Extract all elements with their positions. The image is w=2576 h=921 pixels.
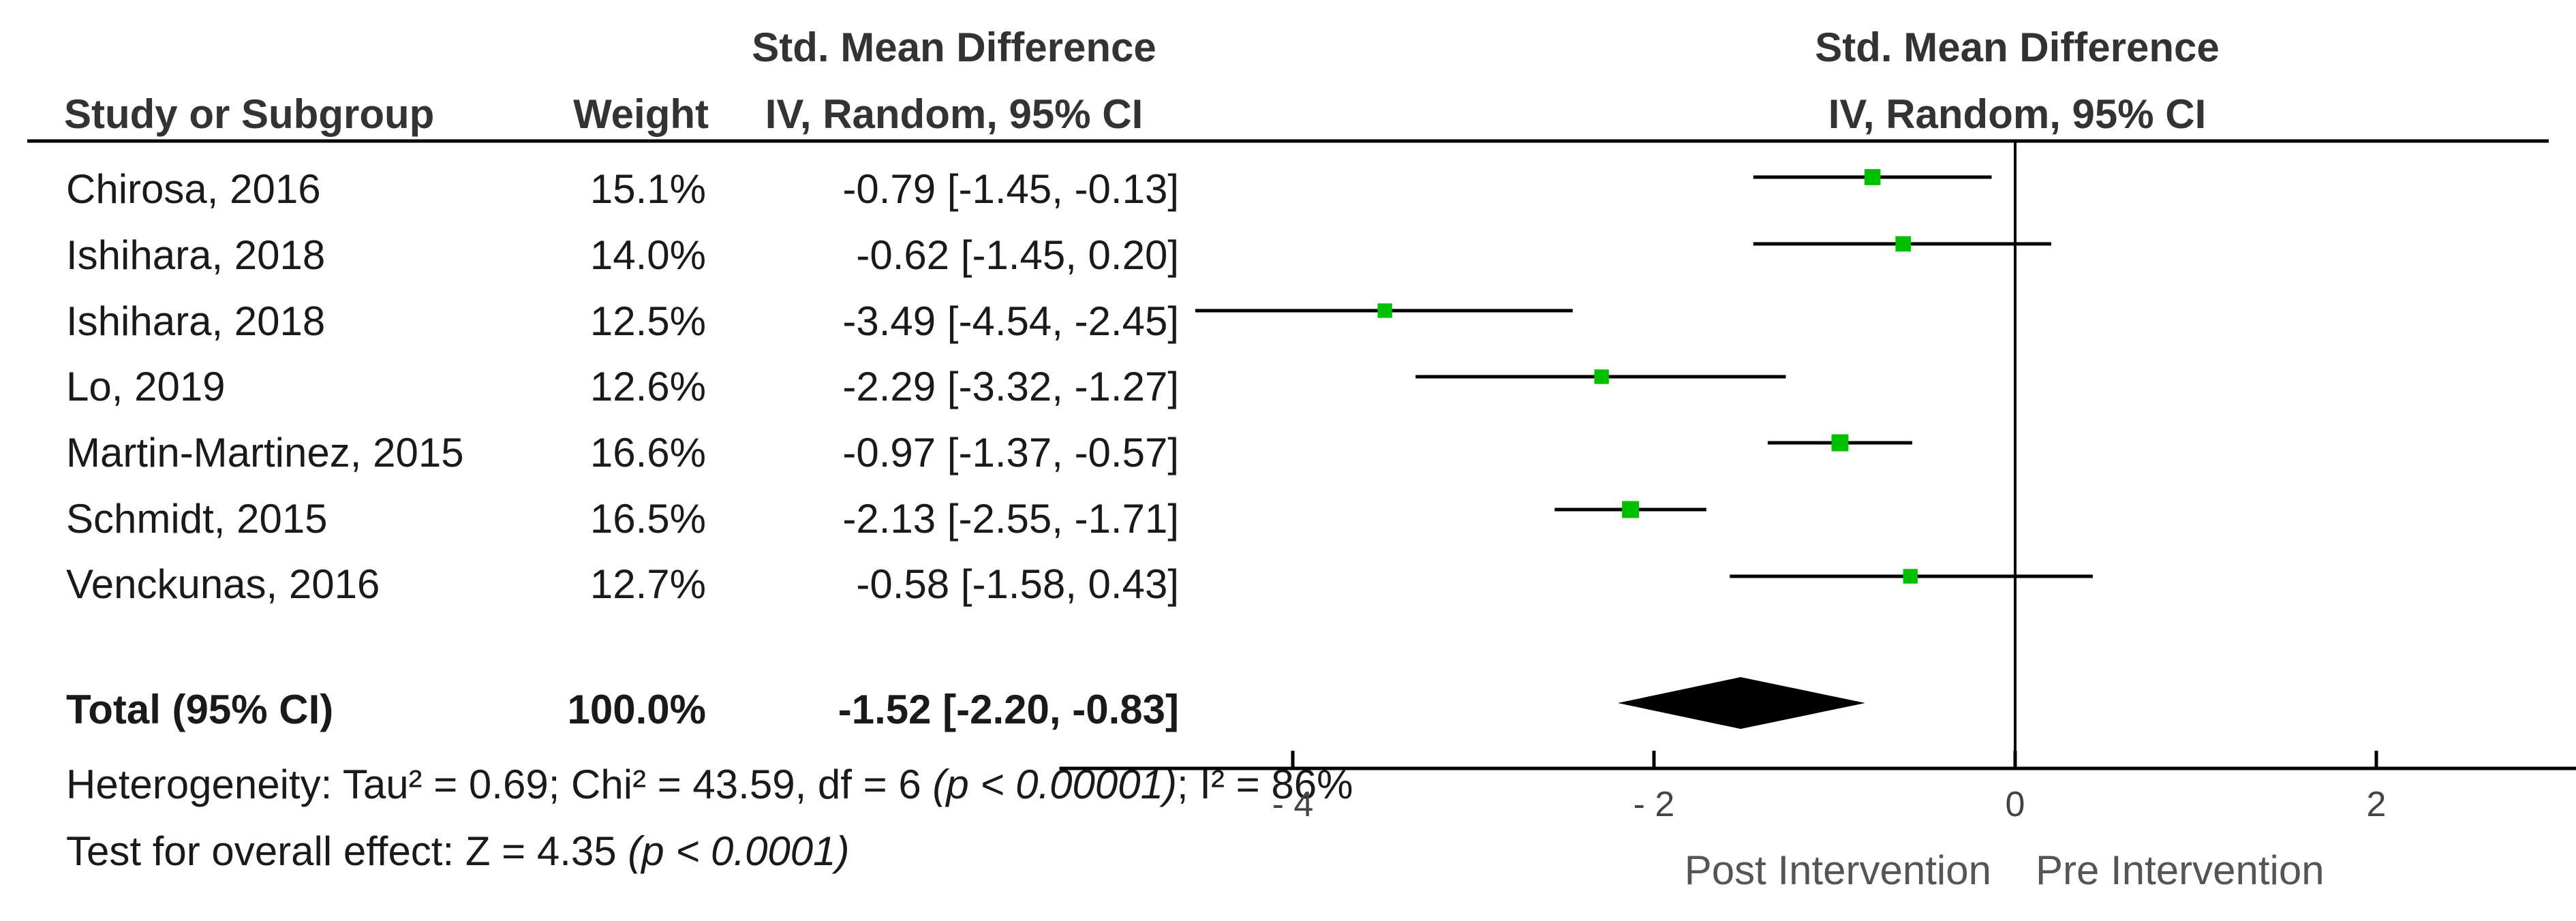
study-ci: -0.79 [-1.45, -0.13] (842, 166, 1179, 212)
study-point-estimate (1864, 169, 1881, 185)
study-ci: -2.13 [-2.55, -1.71] (842, 496, 1179, 542)
study-name: Schmidt, 2015 (66, 496, 328, 542)
overall-effect-text: Test for overall effect: Z = 4.35 (p < 0… (66, 831, 850, 872)
study-weight: 12.6% (589, 364, 706, 409)
weight-column-header: Weight (573, 91, 709, 137)
ci-column-header: IV, Random, 95% CI (765, 91, 1144, 137)
plot-method-header: IV, Random, 95% CI (1828, 91, 2207, 137)
study-name: Venckunas, 2016 (66, 561, 380, 607)
study-name: Ishihara, 2018 (66, 298, 326, 344)
study-ci: -0.62 [-1.45, 0.20] (856, 232, 1179, 278)
overall-effect-p: (p < 0.0001) (628, 828, 850, 874)
study-weight: 16.6% (589, 430, 706, 475)
heterogeneity-text: Heterogeneity: Tau² = 0.69; Chi² = 43.59… (66, 764, 1353, 805)
heterogeneity-prefix: Heterogeneity: Tau² = 0.69; Chi² = 43.59… (66, 762, 933, 807)
x-tick-label: 0 (2006, 785, 2025, 824)
study-ci: -2.29 [-3.32, -1.27] (842, 364, 1179, 409)
study-point-estimate (1377, 303, 1392, 318)
plot-group-header: Std. Mean Difference (1815, 25, 2220, 70)
study-point-estimate (1831, 434, 1849, 452)
study-ci: -0.97 [-1.37, -0.57] (842, 430, 1179, 475)
study-weight: 12.5% (589, 298, 706, 344)
study-name: Lo, 2019 (66, 364, 226, 409)
study-name: Chirosa, 2016 (66, 166, 321, 212)
total-label: Total (95% CI) (66, 687, 334, 732)
smd-group-header: Std. Mean Difference (752, 25, 1156, 70)
study-weight: 12.7% (589, 561, 706, 607)
total-weight: 100.0% (567, 687, 707, 732)
study-name: Ishihara, 2018 (66, 232, 326, 278)
study-weight: 16.5% (589, 496, 706, 542)
study-column-header: Study or Subgroup (64, 91, 435, 137)
overall-effect-prefix: Test for overall effect: Z = 4.35 (66, 828, 628, 874)
study-ci: -0.58 [-1.58, 0.43] (856, 561, 1179, 607)
study-weight: 15.1% (589, 166, 706, 212)
x-tick-label: - 4 (1272, 785, 1314, 824)
heterogeneity-suffix: ; I² = 86% (1176, 762, 1353, 807)
study-ci: -3.49 [-4.54, -2.45] (842, 298, 1179, 344)
x-tick-label: 2 (2367, 785, 2387, 824)
right-direction-label: Pre Intervention (2036, 847, 2325, 893)
study-point-estimate (1903, 569, 1918, 584)
study-name: Martin-Martinez, 2015 (66, 430, 464, 475)
study-point-estimate (1594, 369, 1609, 384)
study-weight: 14.0% (589, 232, 706, 278)
pooled-diamond (1618, 677, 1866, 729)
total-ci: -1.52 [-2.20, -0.83] (838, 687, 1179, 732)
left-direction-label: Post Intervention (1685, 847, 1991, 893)
x-tick-label: - 2 (1634, 785, 1675, 824)
study-point-estimate (1622, 501, 1639, 518)
heterogeneity-p: (p < 0.00001) (932, 762, 1177, 807)
study-point-estimate (1895, 236, 1911, 252)
